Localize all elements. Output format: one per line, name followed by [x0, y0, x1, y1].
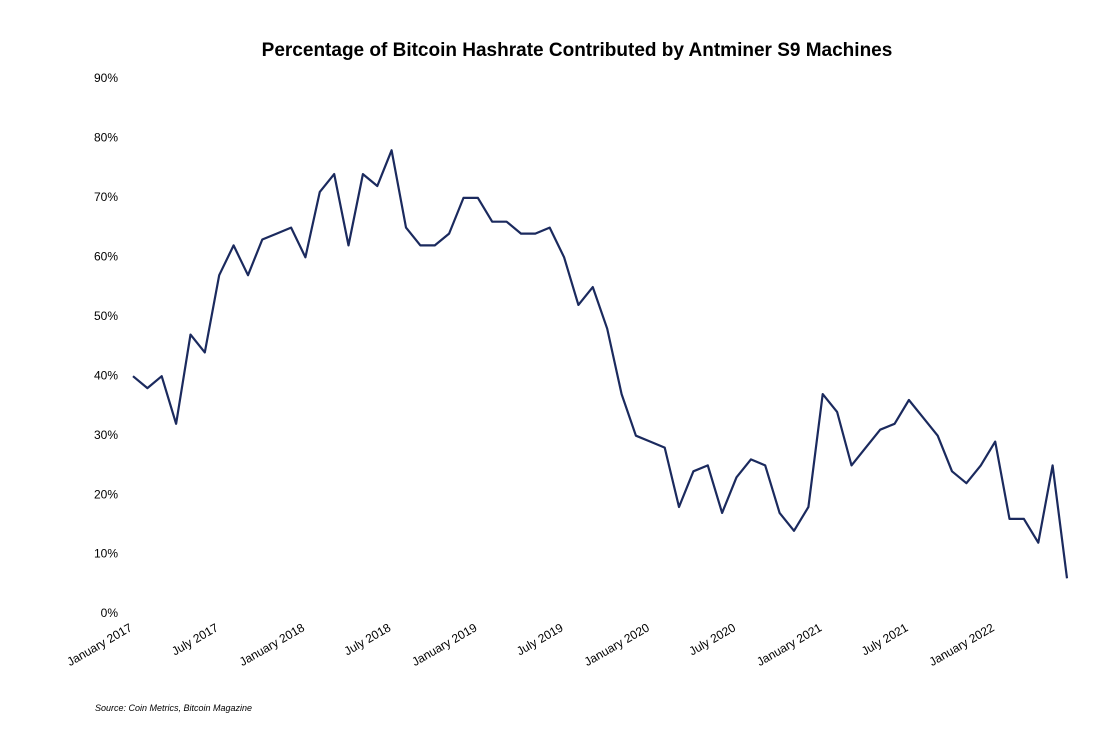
y-tick-label: 90%: [94, 71, 118, 85]
y-tick-label: 80%: [94, 131, 118, 145]
x-tick-label: January 2018: [237, 620, 307, 669]
x-tick-label: July 2017: [169, 620, 221, 658]
x-tick-label: January 2020: [582, 620, 652, 669]
y-tick-label: 60%: [94, 250, 118, 264]
y-tick-label: 10%: [94, 547, 118, 561]
x-tick-label: January 2019: [409, 620, 479, 669]
x-tick-label: July 2019: [514, 620, 566, 658]
source-note: Source: Coin Metrics, Bitcoin Magazine: [95, 703, 252, 713]
chart-title: Percentage of Bitcoin Hashrate Contribut…: [262, 40, 893, 61]
x-tick-label: January 2017: [65, 620, 135, 669]
y-tick-label: 50%: [94, 309, 118, 323]
y-tick-label: 70%: [94, 190, 118, 204]
x-tick-label: January 2021: [754, 620, 824, 669]
y-tick-label: 40%: [94, 368, 118, 382]
y-tick-label: 30%: [94, 428, 118, 442]
y-tick-label: 0%: [101, 606, 119, 620]
x-tick-label: July 2021: [859, 620, 911, 658]
y-tick-label: 20%: [94, 487, 118, 501]
x-tick-label: July 2018: [342, 620, 394, 658]
x-tick-label: January 2022: [927, 620, 997, 669]
data-line: [132, 149, 1069, 579]
x-tick-label: July 2020: [687, 620, 739, 658]
